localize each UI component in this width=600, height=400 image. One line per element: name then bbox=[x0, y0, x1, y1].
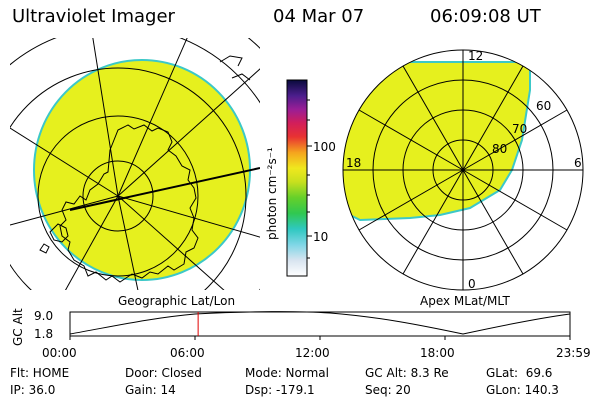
ytick-9: 9.0 bbox=[34, 309, 53, 323]
left-caption: Geographic Lat/Lon bbox=[118, 294, 235, 308]
status-glon: GLon: 140.3 bbox=[486, 383, 559, 397]
coastline bbox=[59, 124, 199, 283]
mlt-spokes bbox=[343, 50, 583, 290]
status-gain: Gain: 14 bbox=[125, 383, 176, 397]
status-gc-alt: GC Alt: 8.3 Re bbox=[365, 366, 449, 380]
mlat-label-60: 60 bbox=[536, 99, 551, 113]
mlat-label-80: 80 bbox=[492, 142, 507, 156]
altitude-curve bbox=[69, 311, 571, 335]
xtick-0600: 06:00 bbox=[170, 346, 205, 360]
colorbar-ticks bbox=[307, 99, 312, 259]
timeline-ticks bbox=[69, 336, 571, 340]
ytick-1-8: 1.8 bbox=[34, 327, 53, 341]
mlt-label-18: 18 bbox=[346, 156, 361, 170]
status-door: Door: Closed bbox=[125, 366, 202, 380]
auroral-glow-right bbox=[343, 61, 531, 222]
xtick-2359: 23:59 bbox=[556, 346, 591, 360]
geographic-map: Geographic Lat/Lon bbox=[10, 38, 260, 308]
colorbar-gradient bbox=[286, 79, 308, 277]
colorbar: 100 10 photon cm⁻²s⁻¹ bbox=[265, 79, 336, 277]
date-label: 04 Mar 07 bbox=[273, 6, 365, 27]
status-glat: GLat: 69.6 bbox=[486, 366, 553, 380]
mlt-label-6: 6 bbox=[574, 156, 582, 170]
colorbar-unit-label: photon cm⁻²s⁻¹ bbox=[265, 147, 279, 240]
xtick-1200: 12:00 bbox=[295, 346, 330, 360]
colorbar-tick-10: 10 bbox=[313, 230, 328, 244]
timeline-frame bbox=[69, 311, 571, 337]
xtick-0000: 00:00 bbox=[42, 346, 77, 360]
magnetic-polar-map: 12 18 6 0 60 70 80 Apex MLat/MLT bbox=[342, 49, 584, 308]
app-title: Ultraviolet Imager bbox=[12, 6, 175, 27]
status-ip: IP: 36.0 bbox=[10, 383, 56, 397]
mlt-label-0: 0 bbox=[468, 277, 476, 291]
status-seq: Seq: 20 bbox=[365, 383, 411, 397]
status-mode: Mode: Normal bbox=[245, 366, 329, 380]
colorbar-tick-100: 100 bbox=[313, 140, 336, 154]
mlt-label-12: 12 bbox=[468, 49, 483, 63]
status-flight: Flt: HOME bbox=[10, 366, 70, 380]
meridians-left bbox=[10, 38, 260, 290]
right-caption: Apex MLat/MLT bbox=[420, 294, 510, 308]
timeline-ylabel: GC Alt bbox=[11, 308, 25, 346]
xtick-1800: 18:00 bbox=[420, 346, 455, 360]
altitude-timeline: 9.0 1.8 GC Alt 00:00 06:00 12:00 18:00 2… bbox=[11, 308, 591, 360]
mlat-label-70: 70 bbox=[512, 122, 527, 136]
status-dsp: Dsp: -179.1 bbox=[245, 383, 315, 397]
lat-circles-left bbox=[10, 38, 260, 290]
time-label: 06:09:08 UT bbox=[430, 6, 541, 27]
